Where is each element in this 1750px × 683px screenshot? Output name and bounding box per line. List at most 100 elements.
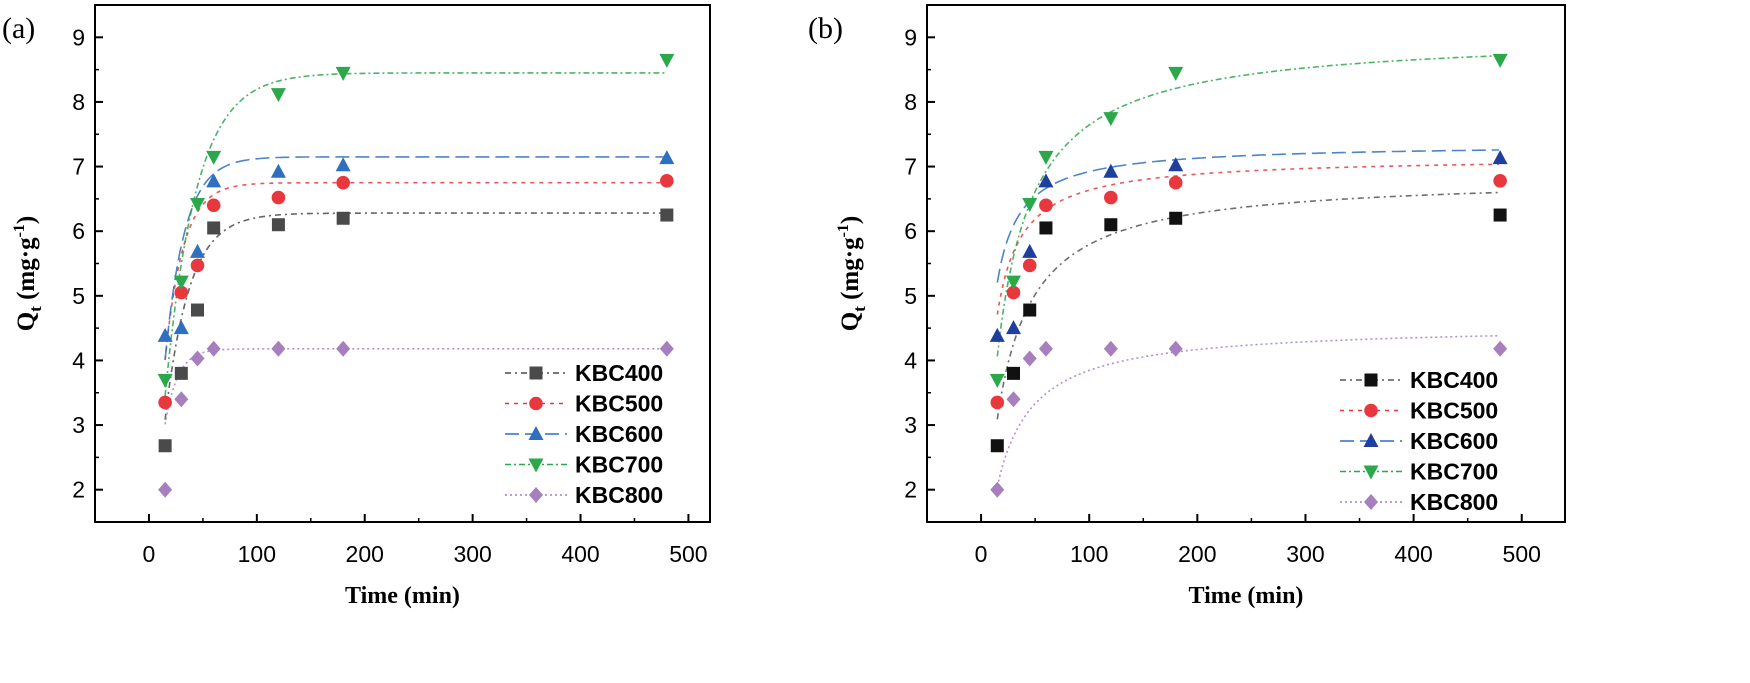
data-point-kbc800: [271, 340, 286, 357]
fit-curve-kbc600: [164, 156, 666, 360]
legend-marker-kbc600: [528, 426, 544, 440]
data-point-kbc400: [1169, 211, 1183, 225]
y-axis-label: Qt (mg·g-1): [835, 216, 869, 332]
fit-curve-kbc500: [996, 163, 1500, 315]
x-axis-label: Time (min): [1189, 583, 1304, 609]
data-point-kbc600: [173, 320, 189, 335]
y-tick-label: 5: [72, 283, 85, 309]
legend-label: KBC700: [575, 452, 663, 478]
data-point-kbc400: [207, 221, 221, 235]
legend-marker-kbc700: [1363, 465, 1379, 480]
x-tick-label: 100: [1070, 541, 1108, 567]
data-point-kbc800: [206, 340, 221, 357]
y-tick-label: 3: [904, 412, 917, 438]
x-tick-label: 100: [238, 541, 276, 567]
legend-label: KBC500: [1410, 398, 1498, 424]
x-tick-label: 200: [346, 541, 384, 567]
data-point-kbc800: [1038, 340, 1053, 357]
data-point-kbc800: [659, 340, 674, 357]
panel-label: (b): [808, 12, 843, 45]
chart-panel-b: (b) 0 100 200 300 400 500 2 3 4 5 6 7 8 9 Time (min) Qt …: [808, 4, 1566, 609]
data-point-kbc600: [1038, 173, 1054, 188]
data-point-kbc600: [206, 173, 222, 188]
data-point-kbc400: [1104, 218, 1118, 232]
fit-curve-kbc800: [996, 334, 1500, 487]
data-point-kbc700: [190, 198, 205, 213]
data-point-kbc600: [989, 327, 1005, 342]
data-point-kbc400: [1023, 303, 1037, 317]
x-tick-label: 400: [1394, 541, 1432, 567]
fit-curve-kbc500: [164, 181, 666, 361]
data-point-kbc700: [1103, 112, 1119, 127]
legend-marker-kbc800: [529, 487, 543, 503]
data-point-kbc800: [1103, 340, 1118, 357]
data-point-kbc600: [270, 163, 286, 178]
data-point-kbc500: [190, 258, 205, 273]
legend-label: KBC700: [1410, 459, 1498, 485]
data-point-kbc800: [990, 481, 1005, 498]
data-point-kbc800: [158, 481, 173, 498]
data-point-kbc700: [659, 53, 675, 68]
x-tick-label: 0: [975, 541, 988, 567]
data-point-kbc800: [174, 391, 189, 408]
legend-label: KBC800: [1410, 489, 1498, 515]
x-tick-label: 400: [561, 541, 599, 567]
x-tick-label: 500: [1503, 541, 1541, 567]
data-point-kbc600: [1103, 163, 1119, 178]
fit-curve-kbc400: [996, 191, 1500, 420]
legend-marker-kbc600: [1363, 433, 1379, 447]
legend-marker-kbc400: [1364, 373, 1378, 387]
data-point-kbc500: [660, 173, 674, 188]
fit-curve-kbc600: [996, 149, 1499, 283]
legend-marker-kbc400: [529, 366, 543, 380]
data-point-kbc700: [157, 373, 173, 388]
data-point-kbc500: [206, 198, 221, 213]
data-point-kbc600: [659, 150, 675, 165]
data-point-kbc500: [990, 395, 1005, 410]
data-point-kbc500: [1168, 175, 1183, 190]
data-point-kbc800: [1006, 391, 1021, 408]
y-tick-label: 7: [904, 154, 917, 180]
data-point-kbc400: [271, 218, 285, 232]
data-point-kbc400: [1039, 221, 1053, 235]
data-point-kbc400: [990, 439, 1004, 453]
data-point-kbc500: [1039, 198, 1053, 213]
y-tick-label: 6: [72, 218, 85, 244]
x-tick-label: 200: [1178, 541, 1216, 567]
legend-label: KBC400: [1410, 367, 1498, 393]
x-tick-label: 300: [1286, 541, 1324, 567]
data-point-kbc500: [1493, 173, 1507, 188]
legend-label: KBC600: [1410, 428, 1498, 454]
y-tick-label: 2: [904, 477, 917, 503]
y-tick-label: 8: [72, 89, 85, 115]
data-point-kbc400: [1007, 366, 1021, 380]
data-point-kbc600: [1492, 150, 1508, 165]
data-point-kbc400: [158, 439, 172, 453]
y-tick-label: 2: [72, 477, 85, 503]
data-point-kbc800: [1168, 340, 1183, 357]
data-point-kbc700: [1006, 275, 1022, 290]
legend-label: KBC500: [575, 391, 663, 417]
data-point-kbc400: [1493, 208, 1507, 222]
legend-marker-kbc500: [529, 396, 543, 411]
fit-curve-kbc400: [164, 212, 666, 420]
data-point-kbc700: [335, 66, 351, 81]
legend: KBC400 KBC500 KBC600 KBC700 KBC800: [1340, 367, 1498, 515]
data-point-kbc400: [174, 366, 188, 380]
panel-label: (a): [2, 12, 35, 45]
data-point-kbc500: [271, 190, 286, 205]
data-point-kbc600: [157, 327, 173, 342]
y-tick-label: 9: [72, 24, 85, 50]
chart-panel-a: (a) 0 100 200 300 400 500 2 3 4 5 6 7 8 9 Time (min) Qt …: [2, 4, 711, 609]
data-point-kbc700: [1022, 198, 1038, 213]
data-point-kbc400: [660, 208, 674, 222]
legend-label: KBC400: [575, 360, 663, 386]
data-point-kbc600: [1168, 157, 1184, 172]
y-tick-label: 5: [904, 283, 917, 309]
x-tick-label: 300: [453, 541, 491, 567]
data-point-kbc500: [336, 175, 350, 190]
legend-label: KBC800: [575, 482, 663, 508]
data-point-kbc800: [336, 340, 351, 357]
data-point-kbc500: [1104, 190, 1118, 205]
legend-label: KBC600: [575, 421, 663, 447]
